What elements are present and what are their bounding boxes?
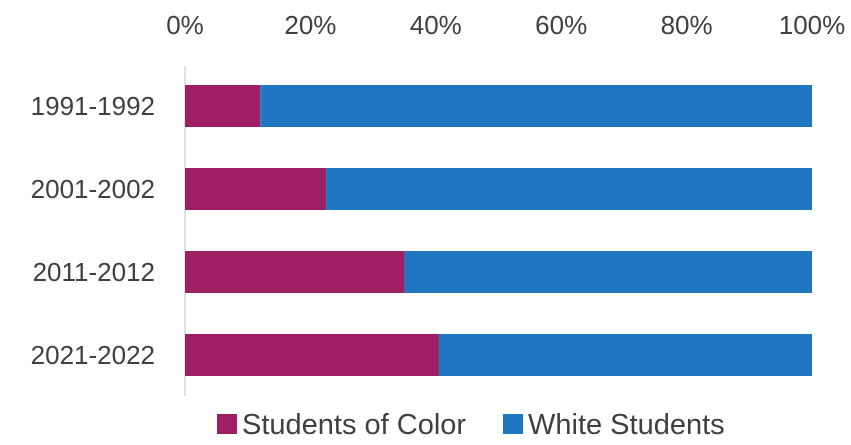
bar-segment-students-of-color — [185, 251, 405, 293]
bar-segment-white-students — [404, 251, 812, 293]
bar-segment-students-of-color — [185, 85, 261, 127]
legend-label: White Students — [528, 409, 725, 441]
legend-label: Students of Color — [242, 409, 466, 441]
bar-segment-students-of-color — [185, 168, 327, 210]
x-tick-label: 80% — [661, 10, 713, 40]
legend-swatch — [503, 414, 523, 434]
x-tick-label: 100% — [779, 10, 846, 40]
category-label: 2011-2012 — [33, 257, 155, 287]
x-tick-label: 0% — [166, 10, 204, 40]
bar-segment-white-students — [260, 85, 812, 127]
category-label: 2001-2002 — [31, 174, 155, 204]
legend-swatch — [217, 414, 237, 434]
category-label: 1991-1992 — [31, 91, 155, 121]
category-label: 2021-2022 — [31, 340, 155, 370]
y-axis-category-labels: 1991-1992 2001-2002 2011-2012 2021-2022 — [31, 91, 155, 370]
legend: Students of Color White Students — [217, 409, 725, 441]
x-tick-label: 40% — [410, 10, 462, 40]
bar-segment-students-of-color — [185, 334, 439, 376]
x-axis-ticks: 0% 20% 40% 60% 80% 100% — [166, 10, 845, 40]
x-tick-label: 20% — [284, 10, 336, 40]
x-tick-label: 60% — [535, 10, 587, 40]
bar-segment-white-students — [438, 334, 812, 376]
bar-segment-white-students — [326, 168, 812, 210]
bars — [185, 85, 812, 376]
